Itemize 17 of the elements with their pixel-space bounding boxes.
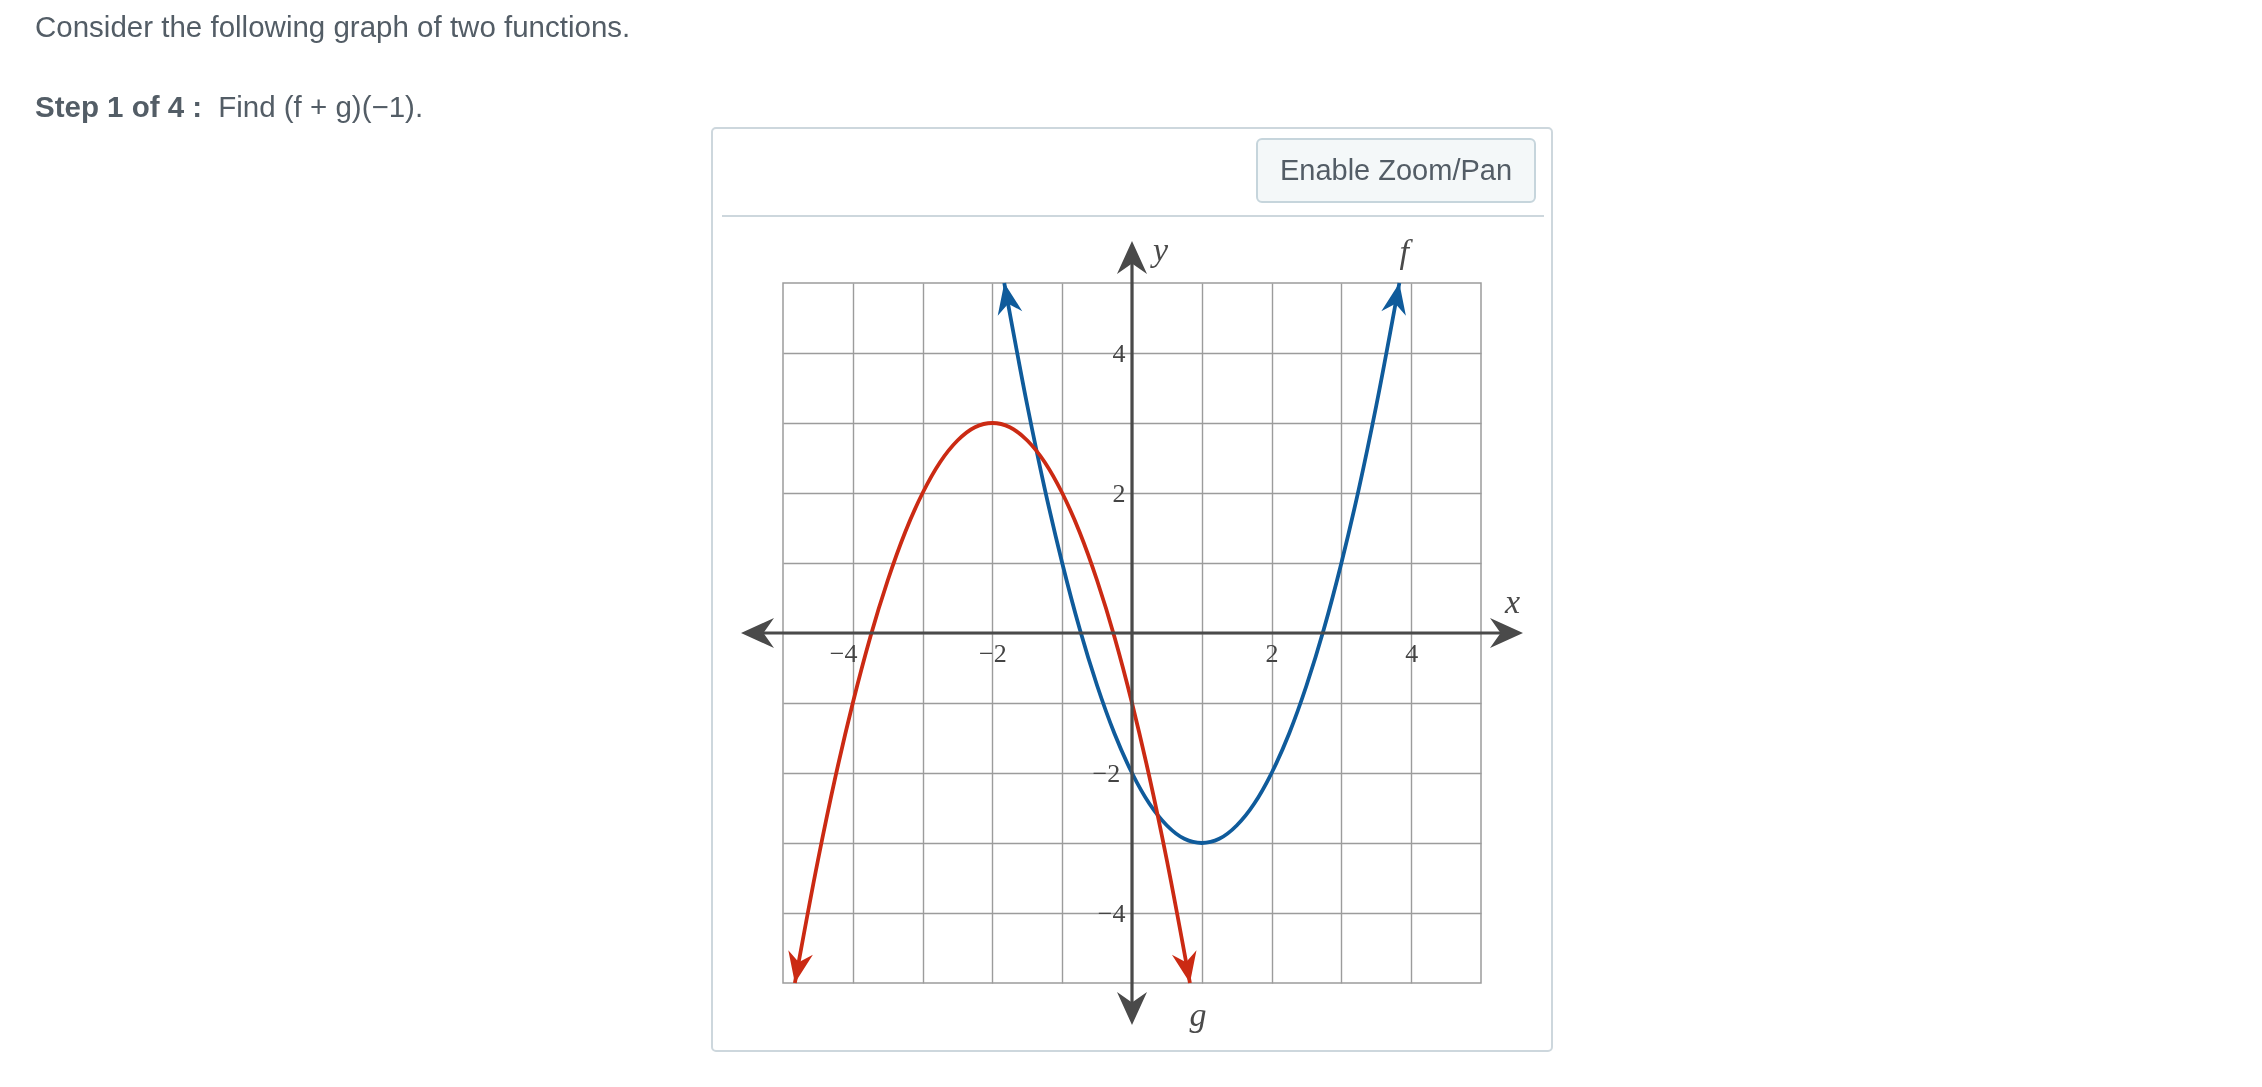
series-label: g: [1189, 996, 1207, 1033]
text: Consider the following graph of two functions.: [35, 10, 631, 43]
text: Find (f + g)(−1).: [218, 90, 424, 123]
y-tick-label: −2: [1092, 758, 1121, 788]
zoom-pan-button[interactable]: Enable Zoom/Pan: [1256, 138, 1536, 203]
x-tick-label: −4: [829, 638, 858, 668]
x-tick-label: 4: [1405, 638, 1419, 668]
y-axis-title: y: [1149, 230, 1169, 268]
y-tick-label: 2: [1112, 478, 1126, 508]
y-tick-label: −4: [1097, 898, 1126, 928]
series-label: f: [1399, 233, 1414, 270]
line-series: [792, 421, 1192, 985]
text: Step 1 of 4 :: [35, 90, 203, 123]
x-axis-title: x: [1503, 582, 1521, 620]
x-tick-label: 2: [1265, 638, 1279, 668]
x-tick-label: −2: [979, 638, 1007, 668]
y-tick-label: 4: [1112, 338, 1126, 368]
